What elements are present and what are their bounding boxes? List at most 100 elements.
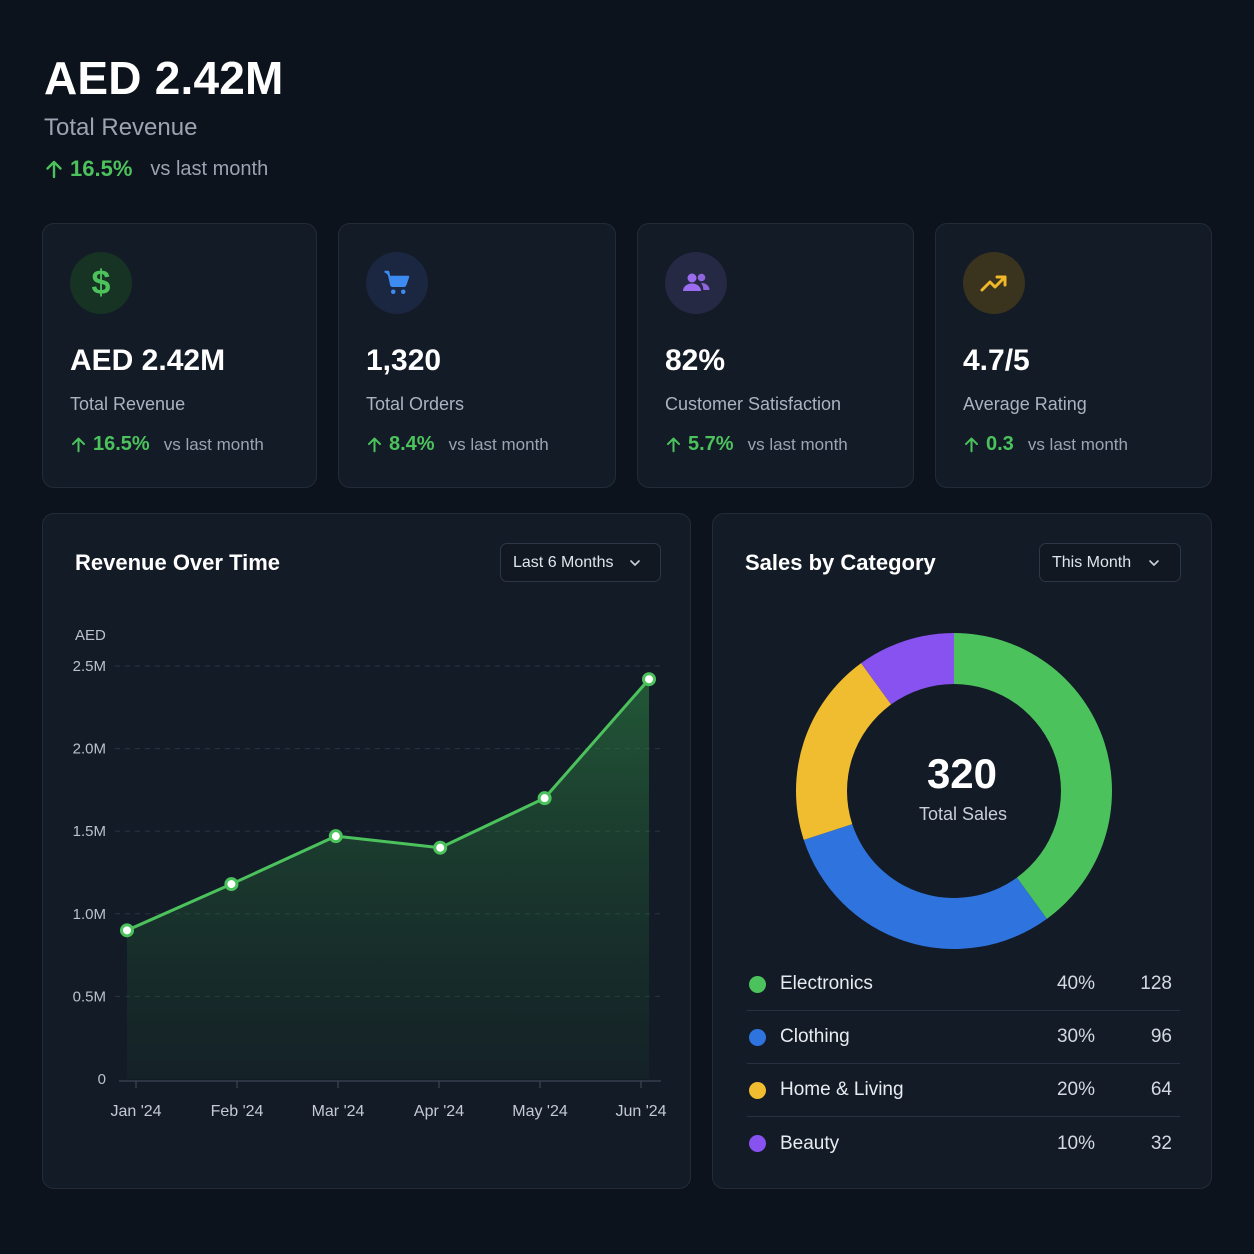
kpi-change-text: vs last month <box>448 434 549 454</box>
kpi-change: 8.4% vs last month <box>366 433 549 456</box>
hero-change-text: vs last month <box>150 157 269 180</box>
legend-item: Clothing 30% 96 <box>747 1011 1180 1064</box>
users-icon <box>665 252 727 314</box>
panel-title: Sales by Category <box>745 550 936 575</box>
y-tick-label: 1.0M <box>73 906 106 923</box>
cart-icon <box>366 252 428 314</box>
kpi-change-value: 5.7% <box>688 433 734 455</box>
kpi-change-value: 0.3 <box>986 433 1014 455</box>
y-tick-label: 2.5M <box>73 658 106 675</box>
kpi-value: AED 2.42M <box>70 344 226 377</box>
y-tick-label: 1.5M <box>73 823 106 840</box>
legend-percent: 30% <box>1056 1026 1095 1047</box>
donut-slice-electronics <box>954 633 1112 919</box>
kpi-label: Total Revenue <box>70 394 186 414</box>
hero-change-value: 16.5% <box>44 156 132 182</box>
kpi-value: 4.7/5 <box>963 344 1030 377</box>
kpi-change-value: 8.4% <box>389 433 435 455</box>
kpi-change: 5.7% vs last month <box>665 433 848 456</box>
kpi-card-rating: 4.7/5 Average Rating 0.3 vs last month <box>935 223 1212 488</box>
data-point <box>120 923 134 938</box>
panel-title: Revenue Over Time <box>75 550 281 575</box>
donut-slice-beauty <box>861 633 954 705</box>
donut-center: 320 Total Sales <box>713 750 1213 825</box>
arrow-up-icon <box>964 437 979 453</box>
kpi-change: 0.3 vs last month <box>963 433 1128 456</box>
kpi-card-satisfaction: 82% Customer Satisfaction 5.7% vs last m… <box>637 223 914 488</box>
donut-slice-home-living <box>796 663 892 840</box>
kpi-value: 1,320 <box>366 344 442 377</box>
legend-count: 96 <box>1150 1026 1172 1047</box>
legend-label: Home & Living <box>780 1079 904 1100</box>
legend-dot-home-living <box>749 1081 766 1099</box>
y-tick-label: 0 <box>98 1071 106 1088</box>
legend-label: Beauty <box>780 1132 840 1154</box>
legend-item: Home & Living 20% 64 <box>747 1064 1180 1117</box>
kpi-card-orders: 1,320 Total Orders 8.4% vs last month <box>338 223 616 488</box>
donut-center-label: Total Sales <box>918 804 1008 824</box>
arrow-up-icon <box>367 437 382 453</box>
legend-dot-beauty <box>749 1135 766 1152</box>
sales-donut-chart <box>796 633 1112 949</box>
legend-count: 128 <box>1140 973 1172 994</box>
legend-item: Electronics 40% 128 <box>747 958 1180 1011</box>
dropdown-value: Last 6 Months <box>513 553 614 571</box>
arrow-up-icon <box>71 437 86 453</box>
legend-label: Electronics <box>780 973 873 994</box>
legend-percent: 10% <box>1056 1132 1095 1154</box>
kpi-label: Average Rating <box>963 394 1087 414</box>
arrow-up-icon <box>46 160 62 179</box>
data-point <box>328 829 343 844</box>
y-tick-label: 2.0M <box>73 741 106 758</box>
donut-center-value: 320 <box>926 750 998 797</box>
revenue-range-dropdown[interactable]: Last 6 Months <box>500 543 661 582</box>
data-point <box>642 672 656 687</box>
data-point <box>224 877 239 892</box>
data-point <box>433 840 448 855</box>
chevron-down-icon <box>1149 559 1159 566</box>
x-tick-label: Jun '24 <box>615 1103 666 1120</box>
data-point <box>537 791 552 806</box>
sales-by-category-panel: Sales by Category This Month 320 Total S… <box>712 513 1212 1189</box>
x-tick-label: Feb '24 <box>211 1103 264 1120</box>
dropdown-value: This Month <box>1052 553 1132 571</box>
category-range-dropdown[interactable]: This Month <box>1039 543 1181 582</box>
hero-revenue-label: Total Revenue <box>44 114 198 141</box>
hero-revenue-value: AED 2.42M <box>44 52 284 104</box>
y-tick-label: 0.5M <box>73 988 106 1005</box>
dollar-icon: $ <box>70 252 132 314</box>
x-tick-label: May '24 <box>512 1103 568 1120</box>
legend-count: 64 <box>1150 1079 1172 1100</box>
x-tick-label: Apr '24 <box>414 1103 464 1120</box>
legend-dot-electronics <box>749 975 766 993</box>
x-tick-label: Mar '24 <box>312 1103 365 1120</box>
y-axis-unit-label: AED <box>75 627 106 644</box>
revenue-line-chart: AED 0 0.5M 1.0M 1.5M 2.0M 2.5M Jan '24 Feb '24 Ma… <box>73 627 667 1120</box>
kpi-label: Total Orders <box>366 394 465 414</box>
legend-item: Beauty 10% 32 <box>747 1117 1180 1170</box>
legend-dot-clothing <box>749 1028 766 1046</box>
legend-percent: 20% <box>1056 1079 1095 1100</box>
hero-change-percent: 16.5% <box>70 156 133 181</box>
legend-label: Clothing <box>780 1026 850 1047</box>
revenue-area <box>127 679 649 1079</box>
hero-summary: AED 2.42M Total Revenue 16.5% vs last mo… <box>44 50 284 182</box>
donut-slice-clothing <box>803 824 1047 949</box>
kpi-change-value: 16.5% <box>93 433 150 455</box>
kpi-change-text: vs last month <box>163 434 264 454</box>
kpi-card-revenue: $ AED 2.42M Total Revenue 16.5% vs last … <box>42 223 317 488</box>
revenue-over-time-panel: Revenue Over Time Last 6 Months AED 0 0.5M… <box>42 513 691 1189</box>
trending-up-icon <box>963 252 1025 314</box>
kpi-value: 82% <box>665 344 726 377</box>
revenue-series-line <box>126 678 651 932</box>
kpi-change-text: vs last month <box>747 434 848 454</box>
kpi-change-text: vs last month <box>1027 434 1128 454</box>
arrow-up-icon <box>666 437 681 453</box>
kpi-change: 16.5% vs last month <box>70 433 264 456</box>
kpi-label: Customer Satisfaction <box>665 394 842 414</box>
legend-percent: 40% <box>1056 973 1095 994</box>
x-tick-label: Jan '24 <box>110 1103 161 1120</box>
chevron-down-icon <box>629 559 640 566</box>
legend-count: 32 <box>1150 1132 1172 1154</box>
hero-change: 16.5% vs last month <box>44 156 284 182</box>
